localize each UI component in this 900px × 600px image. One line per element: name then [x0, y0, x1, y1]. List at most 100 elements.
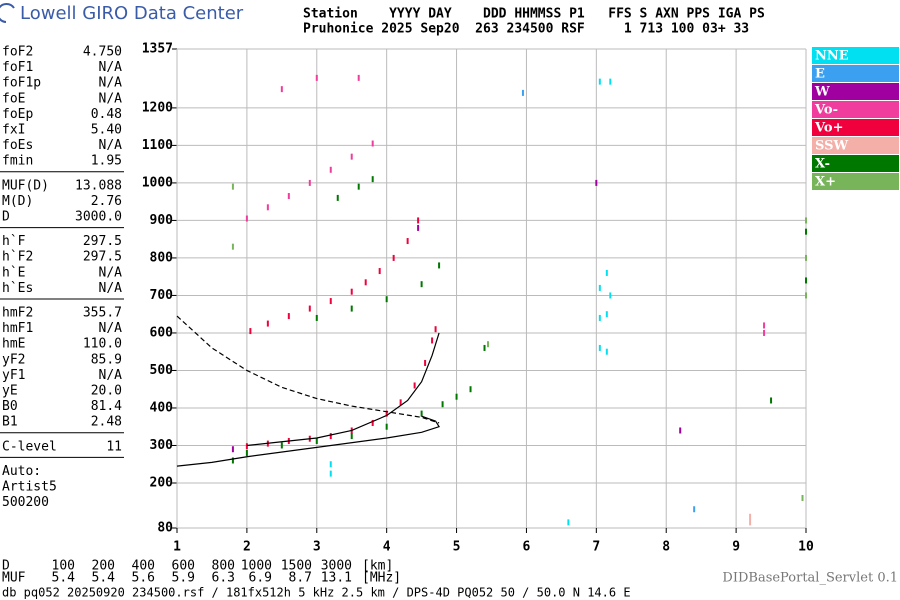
param-value: N/A: [99, 321, 123, 336]
param-value: 2.48: [91, 415, 122, 430]
table-value: 1500: [281, 559, 312, 574]
echo-point: [605, 348, 608, 355]
param-value: 81.4: [91, 399, 122, 414]
param-value: N/A: [99, 60, 123, 75]
param-value: 355.7: [83, 306, 122, 321]
legend-label: SSW: [815, 139, 848, 154]
param-name: foEp: [2, 107, 33, 122]
legend-label: X+: [815, 175, 836, 190]
legend-swatch: [812, 173, 899, 190]
param-name: fmin: [2, 154, 33, 169]
echo-point: [287, 193, 290, 200]
legend-label: E: [815, 67, 825, 82]
legend-label: NNE: [815, 49, 849, 64]
profile-curve: [246, 332, 440, 447]
echo-point: [413, 382, 416, 389]
table-unit: [km]: [362, 559, 393, 574]
table-label: D: [2, 559, 10, 574]
echo-point: [749, 519, 752, 526]
echo-point: [434, 326, 437, 333]
echo-point: [378, 268, 381, 275]
legend-swatch: [812, 65, 899, 82]
echo-point: [350, 153, 353, 160]
param-name: foF1p: [2, 76, 41, 91]
param-name: hmE: [2, 337, 25, 352]
echo-point: [805, 292, 807, 299]
y-tick-label: 500: [150, 363, 174, 378]
y-tick-label: 1000: [142, 175, 173, 190]
echo-point: [763, 329, 766, 336]
x-tick-label: 6: [523, 540, 531, 555]
echo-point: [417, 224, 420, 231]
profile-curve: [176, 315, 440, 424]
table-value: 100: [52, 559, 75, 574]
echo-point: [483, 344, 486, 351]
echo-point: [693, 506, 696, 513]
param-name: h`F2: [2, 250, 33, 265]
param-value: 85.9: [91, 352, 122, 367]
param-value: N/A: [99, 138, 123, 153]
echo-point: [392, 254, 395, 261]
echo-point: [329, 298, 332, 305]
echo-point: [266, 204, 269, 211]
echo-point: [245, 215, 248, 222]
echo-point: [770, 397, 773, 404]
echo-point: [399, 399, 402, 406]
echo-point: [315, 74, 318, 81]
table-value: 800: [212, 559, 235, 574]
echo-point: [329, 461, 332, 468]
table-value: 600: [172, 559, 195, 574]
echo-point: [609, 78, 612, 85]
echo-point: [350, 305, 353, 312]
echo-point: [231, 457, 234, 464]
table-value: 200: [92, 559, 115, 574]
param-name: foEs: [2, 138, 33, 153]
brand: Lowell GIRO Data Center: [20, 3, 244, 24]
param-name: h`Es: [2, 281, 33, 296]
echo-point: [385, 423, 388, 430]
y-tick-label: 600: [150, 325, 174, 340]
echo-point: [420, 410, 423, 417]
table-value: 1000: [241, 559, 272, 574]
echo-point: [598, 314, 601, 321]
logo: [0, 3, 15, 23]
echo-point: [350, 288, 353, 295]
param-name: fxI: [2, 123, 25, 138]
autoscaling: Artist5: [2, 480, 57, 495]
echo-point: [245, 449, 248, 456]
echo-point: [315, 437, 318, 444]
echo-point: [329, 433, 332, 440]
echo-point: [357, 74, 360, 81]
x-tick-label: 9: [732, 540, 740, 555]
y-tick-label: 300: [150, 438, 174, 453]
param-name: foE: [2, 91, 25, 106]
param-value: N/A: [99, 91, 123, 106]
y-tick-label: 80: [157, 521, 173, 536]
echo-point: [315, 314, 318, 321]
param-value: 13.088: [75, 178, 122, 193]
echo-point: [308, 305, 311, 312]
table-value: 5.4: [52, 571, 76, 586]
echo-point: [420, 281, 423, 288]
table-value: 400: [132, 559, 155, 574]
legend-swatch: [812, 155, 899, 172]
param-value: 4.750: [83, 45, 122, 60]
echo-point: [280, 86, 283, 93]
param-value: N/A: [99, 368, 123, 383]
param-value: 2.76: [91, 194, 122, 209]
echo-point: [249, 328, 252, 335]
table-value: 6.9: [249, 571, 272, 586]
autoscaling: 500200: [2, 495, 49, 510]
x-tick-label: 2: [243, 540, 251, 555]
param-name: yF2: [2, 352, 25, 367]
echo-point: [424, 359, 427, 366]
echo-point: [371, 419, 374, 426]
echo-point: [679, 427, 682, 434]
echo-point: [605, 269, 608, 276]
y-tick-label: 900: [150, 213, 174, 228]
echo-point: [487, 341, 490, 348]
station-header: Station YYYY DAY DDD HHMMSS P1 FFS S AXN…: [303, 7, 765, 22]
legend-swatch: [812, 83, 899, 100]
y-tick-label: 800: [150, 250, 174, 265]
param-value: 1.95: [91, 154, 122, 169]
